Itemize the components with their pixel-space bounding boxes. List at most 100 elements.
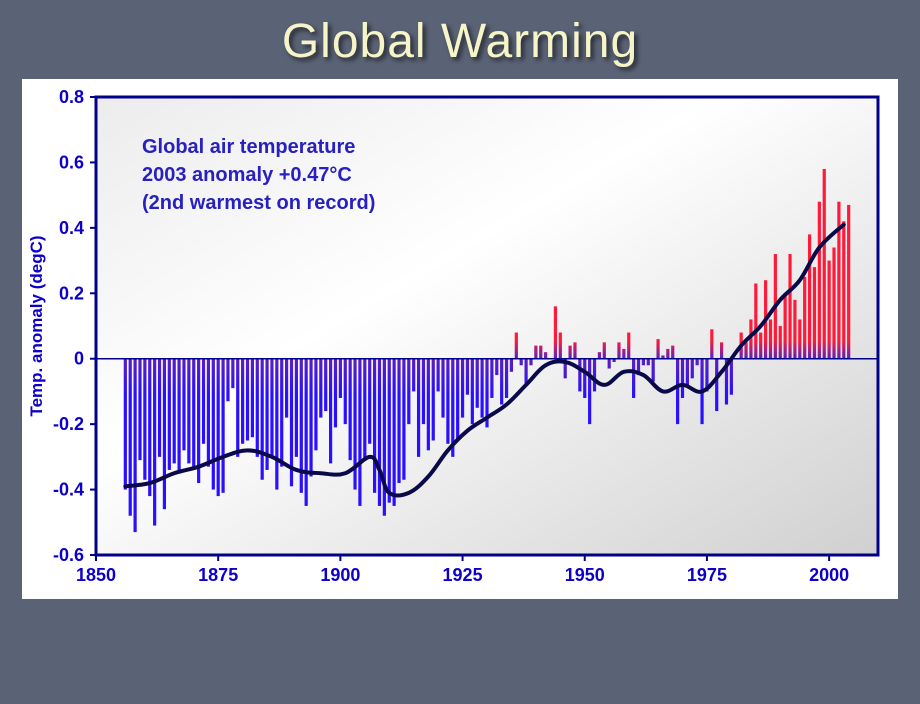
anomaly-bar — [754, 283, 757, 358]
chart-svg: -0.6-0.4-0.200.20.40.60.8185018751900192… — [22, 79, 898, 599]
anomaly-bar — [495, 359, 498, 375]
anomaly-bar — [832, 247, 835, 358]
anomaly-bar — [559, 333, 562, 359]
anomaly-bar — [158, 359, 161, 457]
y-tick-label: -0.2 — [53, 414, 84, 434]
anomaly-bar — [363, 359, 366, 460]
anomaly-bar — [656, 339, 659, 359]
anomaly-bar — [393, 359, 396, 506]
anomaly-bar — [476, 359, 479, 408]
anomaly-bar — [124, 359, 127, 490]
y-tick-label: 0.6 — [59, 152, 84, 172]
y-tick-label: 0.2 — [59, 283, 84, 303]
anomaly-bar — [134, 359, 137, 532]
slide-title: Global Warming — [0, 14, 920, 69]
anomaly-bar — [715, 359, 718, 411]
anomaly-bar — [412, 359, 415, 392]
x-tick-label: 1850 — [76, 565, 116, 585]
anomaly-bar — [583, 359, 586, 398]
anomaly-bar — [539, 346, 542, 359]
anomaly-bar — [847, 205, 850, 359]
anomaly-bar — [378, 359, 381, 506]
anomaly-bar — [417, 359, 420, 457]
anomaly-bar — [578, 359, 581, 392]
anomaly-bar — [231, 359, 234, 388]
anomaly-bar — [505, 359, 508, 398]
anomaly-bar — [334, 359, 337, 428]
anomaly-bar — [182, 359, 185, 451]
x-tick-label: 1875 — [198, 565, 238, 585]
anomaly-bar — [407, 359, 410, 424]
anomaly-bar — [256, 359, 259, 457]
x-tick-label: 1925 — [443, 565, 483, 585]
anomaly-bar — [466, 359, 469, 395]
anomaly-bar — [305, 359, 308, 506]
anomaly-bar — [329, 359, 332, 464]
annotation-line: 2003 anomaly +0.47°C — [142, 164, 352, 186]
anomaly-bar — [842, 221, 845, 358]
anomaly-bar — [456, 359, 459, 441]
anomaly-bar — [309, 359, 312, 477]
anomaly-bar — [319, 359, 322, 418]
anomaly-bar — [471, 359, 474, 424]
anomaly-bar — [818, 202, 821, 359]
anomaly-bar — [803, 277, 806, 359]
anomaly-bar — [730, 359, 733, 395]
annotation-line: Global air temperature — [142, 136, 355, 158]
anomaly-bar — [681, 359, 684, 398]
anomaly-bar — [138, 359, 141, 460]
anomaly-bar — [520, 359, 523, 366]
anomaly-bar — [720, 342, 723, 358]
anomaly-bar — [388, 359, 391, 503]
anomaly-bar — [647, 359, 650, 366]
anomaly-bar — [241, 359, 244, 444]
x-tick-label: 2000 — [809, 565, 849, 585]
x-tick-label: 1900 — [320, 565, 360, 585]
anomaly-bar — [759, 333, 762, 359]
anomaly-bar — [622, 349, 625, 359]
chart-annotation: Global air temperature 2003 anomaly +0.47… — [142, 136, 375, 214]
anomaly-bar — [358, 359, 361, 506]
x-tick-label: 1950 — [565, 565, 605, 585]
anomaly-bar — [422, 359, 425, 424]
anomaly-bar — [261, 359, 264, 480]
anomaly-bar — [823, 169, 826, 359]
anomaly-bar — [368, 359, 371, 444]
anomaly-bar — [163, 359, 166, 509]
anomaly-bar — [270, 359, 273, 457]
anomaly-bar — [534, 346, 537, 359]
anomaly-bar — [339, 359, 342, 398]
y-tick-label: -0.6 — [53, 545, 84, 565]
anomaly-bar — [676, 359, 679, 424]
anomaly-bar — [500, 359, 503, 405]
anomaly-bar — [349, 359, 352, 460]
anomaly-bar — [779, 326, 782, 359]
anomaly-bar — [691, 359, 694, 379]
anomaly-bar — [432, 359, 435, 441]
temperature-anomaly-chart: -0.6-0.4-0.200.20.40.60.8185018751900192… — [22, 79, 898, 599]
anomaly-bar — [617, 342, 620, 358]
anomaly-bar — [710, 329, 713, 358]
y-tick-label: 0.8 — [59, 87, 84, 107]
anomaly-bar — [744, 342, 747, 358]
anomaly-bar — [686, 359, 689, 385]
anomaly-bar — [373, 359, 376, 493]
anomaly-bar — [207, 359, 210, 467]
anomaly-bar — [383, 359, 386, 516]
anomaly-bar — [168, 359, 171, 470]
anomaly-bar — [515, 333, 518, 359]
y-axis-label: Temp. anomaly (degC) — [27, 235, 46, 416]
anomaly-bar — [788, 254, 791, 359]
y-tick-label: 0 — [74, 349, 84, 369]
anomaly-bar — [808, 234, 811, 358]
anomaly-bar — [529, 359, 532, 366]
anomaly-bar — [544, 352, 547, 359]
anomaly-bar — [666, 349, 669, 359]
anomaly-bar — [397, 359, 400, 483]
anomaly-bar — [187, 359, 190, 464]
anomaly-bar — [627, 333, 630, 359]
anomaly-bar — [481, 359, 484, 418]
anomaly-bar — [603, 342, 606, 358]
anomaly-bar — [461, 359, 464, 418]
anomaly-bar — [280, 359, 283, 467]
